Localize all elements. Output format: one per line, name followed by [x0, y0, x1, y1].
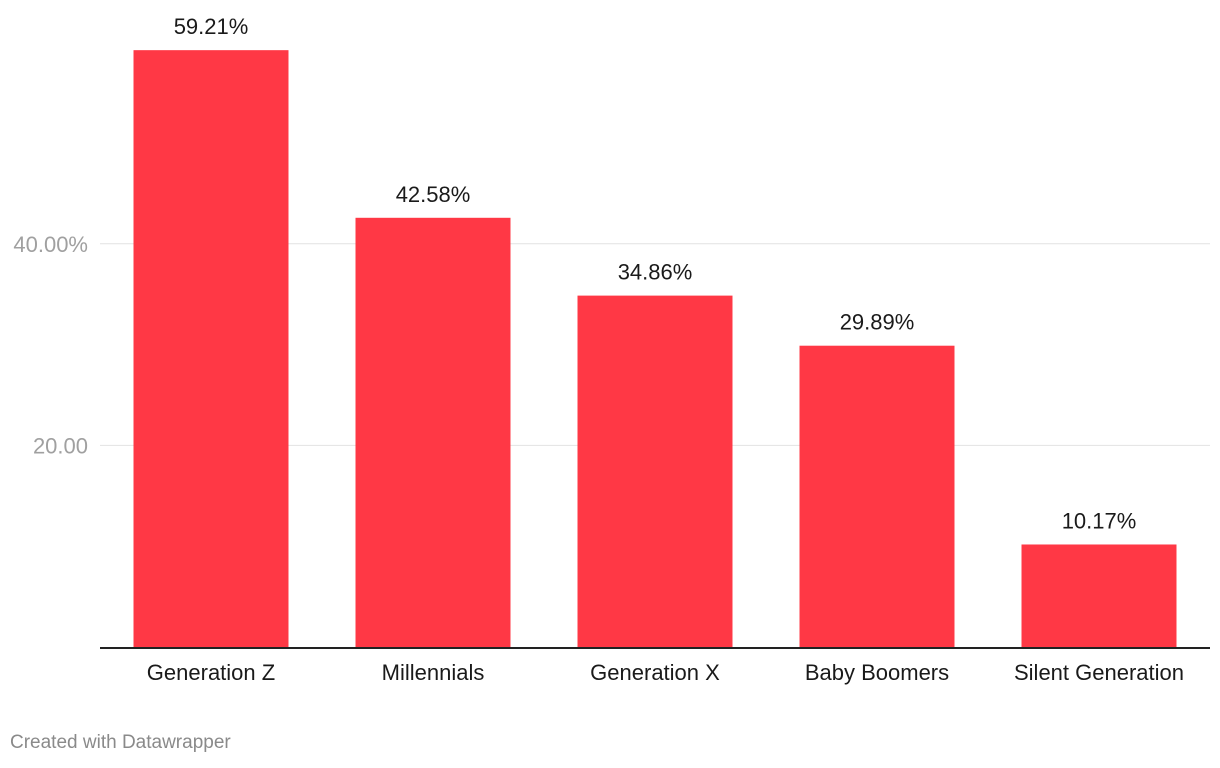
value-labels: 59.21% 42.58% 34.86% 29.89% 10.17%	[174, 14, 1137, 533]
bar	[133, 50, 289, 647]
x-axis: Generation Z Millennials Generation X Baby …	[100, 647, 1210, 685]
y-tick-label: 20.00	[33, 433, 88, 458]
x-tick-label: Generation X	[590, 660, 720, 685]
bar	[577, 295, 733, 647]
bar	[355, 217, 511, 648]
bar	[799, 345, 955, 647]
x-tick-label: Baby Boomers	[805, 660, 949, 685]
bar-value-label: 59.21%	[174, 14, 249, 39]
bar	[1021, 544, 1177, 647]
bars	[133, 50, 1177, 648]
y-tick-label: 40.00%	[13, 232, 88, 257]
x-tick-label: Millennials	[382, 660, 485, 685]
bar-value-label: 34.86%	[618, 260, 693, 285]
bar-value-label: 10.17%	[1062, 508, 1137, 533]
bar-value-label: 42.58%	[396, 182, 471, 207]
bar-value-label: 29.89%	[840, 310, 915, 335]
credit-footer: Created with Datawrapper	[10, 732, 231, 753]
x-tick-label: Silent Generation	[1014, 660, 1184, 685]
x-tick-label: Generation Z	[147, 660, 275, 685]
